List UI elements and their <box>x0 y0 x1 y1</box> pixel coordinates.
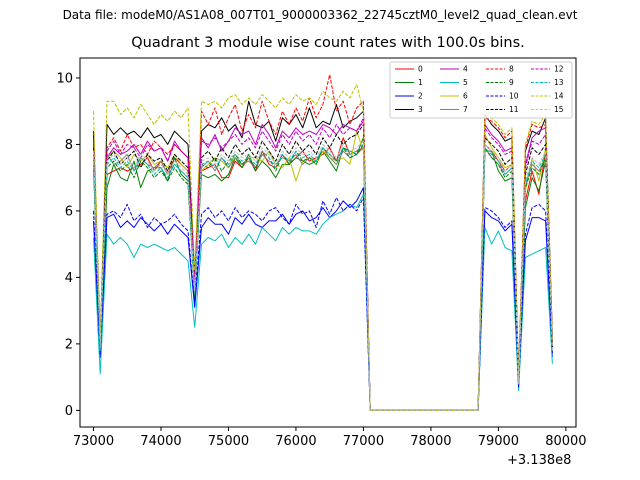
x-tick-label: 74000 <box>140 434 181 449</box>
legend-label-9: 9 <box>509 78 514 87</box>
chart-title: Quadrant 3 module wise count rates with … <box>131 35 525 51</box>
x-tick-label: 73000 <box>73 434 114 449</box>
legend-label-11: 11 <box>509 105 519 114</box>
legend-label-5: 5 <box>463 78 468 87</box>
legend-label-10: 10 <box>509 92 519 101</box>
y-tick-label: 0 <box>65 404 73 419</box>
y-tick-label: 4 <box>65 271 73 286</box>
x-tick-label: 80000 <box>545 434 586 449</box>
y-tick-label: 2 <box>65 337 73 352</box>
legend-label-13: 13 <box>554 78 564 87</box>
legend-box <box>389 61 573 119</box>
x-tick-label: 78000 <box>410 434 451 449</box>
legend-label-8: 8 <box>509 65 514 74</box>
legend-label-15: 15 <box>554 105 564 114</box>
legend-label-4: 4 <box>463 65 468 74</box>
y-tick-label: 10 <box>56 71 73 86</box>
y-tick-label: 8 <box>65 138 73 153</box>
x-axis-offset-label: +3.138e8 <box>507 453 572 468</box>
legend-label-7: 7 <box>463 105 468 114</box>
x-tick-label: 75000 <box>208 434 249 449</box>
chart-suptitle: Data file: modeM0/AS1A08_007T01_90000033… <box>62 8 578 22</box>
x-tick-label: 79000 <box>478 434 519 449</box>
x-tick-label: 77000 <box>343 434 384 449</box>
legend-label-12: 12 <box>554 65 564 74</box>
legend-label-0: 0 <box>418 65 423 74</box>
series-line-15 <box>93 140 553 411</box>
y-tick-label: 6 <box>65 204 73 219</box>
legend-label-6: 6 <box>463 92 468 101</box>
series-line-10 <box>93 197 553 411</box>
legend-label-14: 14 <box>554 92 564 101</box>
legend-label-3: 3 <box>418 105 423 114</box>
legend-label-2: 2 <box>418 92 423 101</box>
series-line-13 <box>93 143 553 411</box>
x-tick-label: 76000 <box>275 434 316 449</box>
axes-frame <box>79 57 577 428</box>
legend-label-1: 1 <box>418 78 423 87</box>
